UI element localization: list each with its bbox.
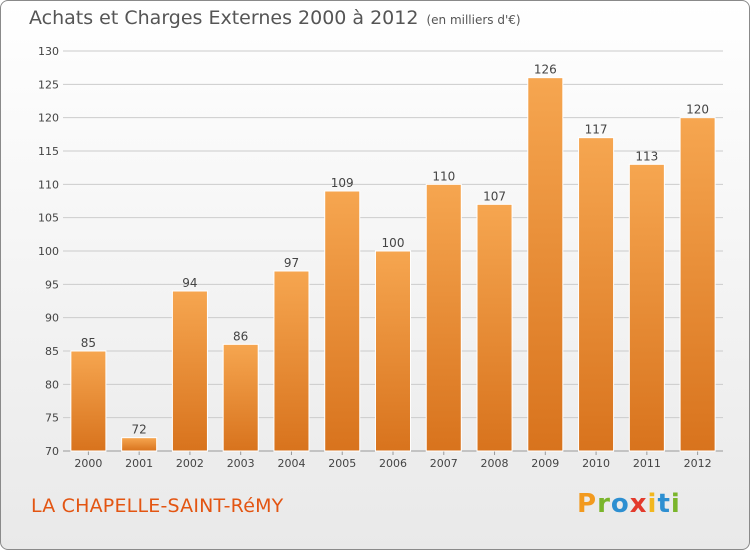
bar-2000 <box>71 351 106 451</box>
value-label: 126 <box>534 63 557 77</box>
bar-2002 <box>172 291 207 451</box>
logo-letter: x <box>630 489 648 519</box>
value-label: 85 <box>81 336 96 350</box>
logo-letter: P <box>577 489 597 519</box>
bar-2012 <box>680 118 715 451</box>
x-tick-label: 2007 <box>430 457 458 470</box>
bars <box>71 78 715 451</box>
y-tick-label: 120 <box>38 112 59 125</box>
y-tick-label: 75 <box>45 412 59 425</box>
y-tick-label: 95 <box>45 278 59 291</box>
logo-letter: t <box>657 489 670 519</box>
proxiti-logo: Proxiti <box>577 489 681 519</box>
bar-chart: 70 75 80 85 90 95 100 105 110 115 120 125 130 85 2000 7… <box>1 1 749 549</box>
x-tick-label: 2012 <box>684 457 712 470</box>
logo-letter: i <box>671 489 681 519</box>
y-tick-label: 130 <box>38 45 59 58</box>
x-tick-label: 2002 <box>176 457 204 470</box>
x-tick-label: 2010 <box>582 457 610 470</box>
bar-2011 <box>629 164 664 451</box>
value-label: 94 <box>182 276 197 290</box>
x-tick-label: 2001 <box>125 457 153 470</box>
y-tick-label: 110 <box>38 178 59 191</box>
value-label: 110 <box>432 169 455 183</box>
x-tick-label: 2004 <box>277 457 305 470</box>
bar-2010 <box>579 138 614 451</box>
bar-2009 <box>528 78 563 451</box>
x-tick-label: 2006 <box>379 457 407 470</box>
value-label: 72 <box>132 423 147 437</box>
x-tick-label: 2008 <box>481 457 509 470</box>
y-tick-label: 105 <box>38 212 59 225</box>
x-tick-label: 2009 <box>531 457 559 470</box>
y-tick-label: 85 <box>45 345 59 358</box>
value-label: 100 <box>382 236 405 250</box>
x-tick-label: 2003 <box>227 457 255 470</box>
y-tick-label: 125 <box>38 78 59 91</box>
logo-letter: r <box>597 489 611 519</box>
bar-2007 <box>426 184 461 451</box>
bar-2005 <box>325 191 360 451</box>
logo-letter: i <box>648 489 658 519</box>
y-tick-label: 115 <box>38 145 59 158</box>
bar-2004 <box>274 271 309 451</box>
value-label: 120 <box>686 103 709 117</box>
x-tick-label: 2005 <box>328 457 356 470</box>
y-tick-label: 80 <box>45 378 59 391</box>
x-tick-label: 2000 <box>74 457 102 470</box>
chart-frame: Achats et Charges Externes 2000 à 2012 (e… <box>0 0 750 550</box>
bar-2008 <box>477 204 512 451</box>
bar-2006 <box>375 251 410 451</box>
place-name: LA CHAPELLE-SAINT-RéMY <box>31 495 284 517</box>
value-label: 86 <box>233 329 248 343</box>
bar-2003 <box>223 344 258 451</box>
x-tick-label: 2011 <box>633 457 661 470</box>
y-tick-label: 100 <box>38 245 59 258</box>
y-tick-label: 70 <box>45 445 59 458</box>
logo-letter: o <box>611 489 630 519</box>
value-label: 109 <box>331 176 354 190</box>
value-label: 113 <box>635 149 658 163</box>
value-label: 117 <box>585 123 608 137</box>
value-label: 107 <box>483 189 506 203</box>
y-tick-label: 90 <box>45 312 59 325</box>
bar-2001 <box>122 438 157 451</box>
value-label: 97 <box>284 256 299 270</box>
